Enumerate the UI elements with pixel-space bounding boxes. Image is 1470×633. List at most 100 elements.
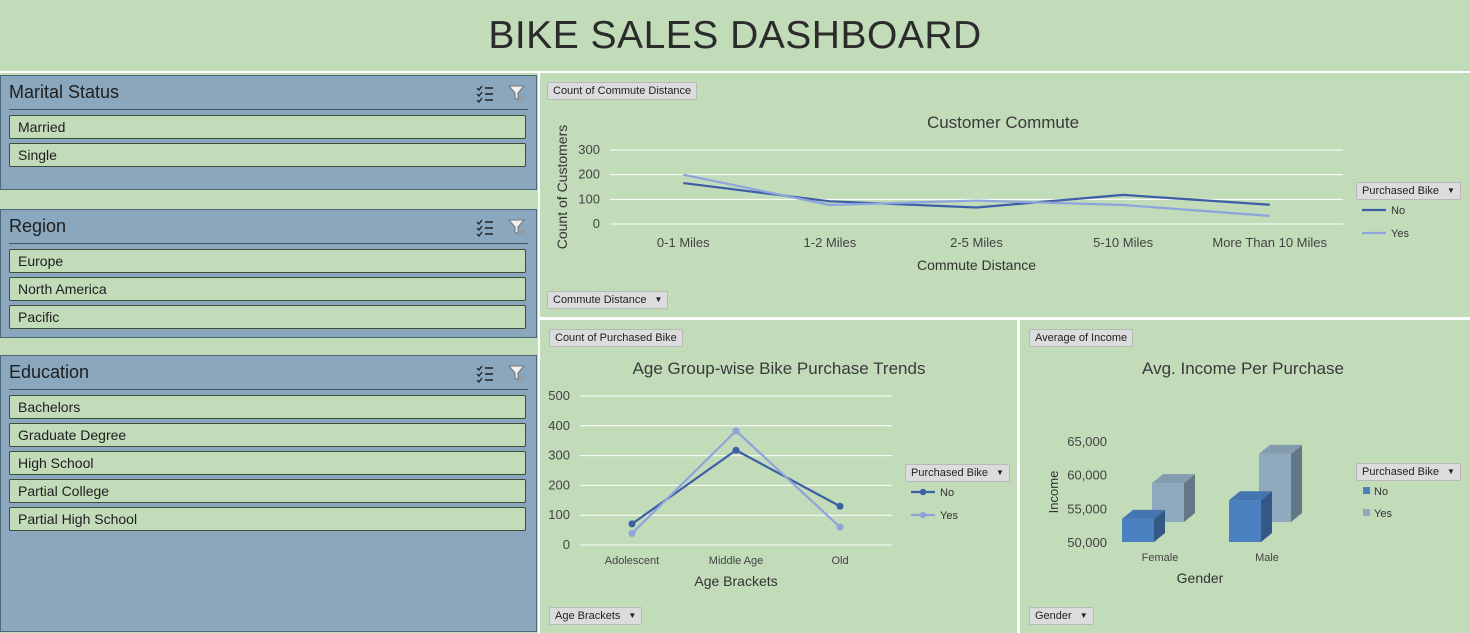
legend-label-yes: Yes xyxy=(1391,228,1409,240)
y-axis-label: Income xyxy=(1046,471,1061,514)
legend-label-no: No xyxy=(1391,205,1405,217)
legend-label-yes: Yes xyxy=(940,510,958,522)
slicer-item-north-america[interactable]: North America xyxy=(9,277,526,301)
x-tick-label: Middle Age xyxy=(709,555,763,567)
x-axis-label: Gender xyxy=(1177,570,1224,586)
axis-field-label: Commute Distance xyxy=(553,294,647,306)
data-point-yes xyxy=(628,529,636,537)
panel-divider xyxy=(1017,320,1020,633)
axis-field-button[interactable]: Age Brackets ▼ xyxy=(549,607,643,625)
x-tick-label: More Than 10 Miles xyxy=(1212,235,1327,250)
y-tick-label: 200 xyxy=(578,167,600,182)
legend-filter-button[interactable]: Purchased Bike ▼ xyxy=(1356,463,1461,481)
income-chart-panel: Average of Income Gender ▼ Purchased Bike… xyxy=(1020,320,1470,633)
panel-divider xyxy=(540,317,1470,320)
y-tick-label: 300 xyxy=(548,448,570,463)
slicer-item-partial-high-school[interactable]: Partial High School xyxy=(9,507,526,531)
slicer-items: Married Single xyxy=(1,110,536,167)
value-field-button[interactable]: Count of Purchased Bike xyxy=(549,329,683,347)
slicer-rule xyxy=(9,389,528,390)
legend-marker-yes xyxy=(919,511,927,519)
panel-divider xyxy=(538,73,540,633)
dropdown-arrow-icon: ▼ xyxy=(996,468,1004,478)
legend-label-no: No xyxy=(1374,486,1388,498)
age-line-chart: Age Group-wise Bike Purchase Trends 0 100 2… xyxy=(548,359,958,589)
slicer-item-married[interactable]: Married xyxy=(9,115,526,139)
slicer-item-single[interactable]: Single xyxy=(9,143,526,167)
slicer-rule xyxy=(9,109,528,110)
x-tick-label: 0-1 Miles xyxy=(657,235,710,250)
bar-no xyxy=(1122,518,1154,542)
data-point-no xyxy=(628,520,636,528)
slicer-item-bachelors[interactable]: Bachelors xyxy=(9,395,526,419)
y-tick-label: 0 xyxy=(563,537,570,552)
slicer-title: Marital Status xyxy=(9,82,120,102)
axis-field-button[interactable]: Gender ▼ xyxy=(1029,607,1094,625)
y-tick-label: 500 xyxy=(548,388,570,403)
dropdown-arrow-icon: ▼ xyxy=(1079,611,1088,621)
slicer-item-partial-college[interactable]: Partial College xyxy=(9,479,526,503)
slicer-item-europe[interactable]: Europe xyxy=(9,249,526,273)
value-field-button[interactable]: Average of Income xyxy=(1029,329,1134,347)
bar-no xyxy=(1229,500,1261,542)
dropdown-arrow-icon: ▼ xyxy=(1447,467,1455,477)
slicer-title: Region xyxy=(9,216,67,236)
multi-select-icon[interactable] xyxy=(475,217,495,237)
y-tick-label: 0 xyxy=(593,216,600,231)
legend-label-no: No xyxy=(940,487,954,499)
clear-filter-icon[interactable] xyxy=(507,83,527,103)
slicer-marital-status: Marital Status Married Single xyxy=(0,75,537,190)
legend-filter-label: Purchased Bike xyxy=(911,467,989,479)
slicer-education: Education Bachelors Graduate Degree High S… xyxy=(0,355,537,632)
x-axis-label: Commute Distance xyxy=(917,257,1036,273)
bar-top-yes xyxy=(1152,474,1195,484)
y-axis-label: Count of Customers xyxy=(554,125,570,250)
chart-title: Customer Commute xyxy=(927,113,1079,132)
axis-field-label: Age Brackets xyxy=(555,610,621,622)
legend-filter-label: Purchased Bike xyxy=(1362,466,1440,478)
income-bar-chart: Avg. Income Per Purchase 50,000 55,000 60,0… xyxy=(1046,359,1392,586)
bar-top-no xyxy=(1229,491,1272,501)
bar-side-no xyxy=(1154,509,1165,542)
dropdown-arrow-icon: ▼ xyxy=(654,295,663,305)
y-tick-label: 300 xyxy=(578,142,600,157)
axis-field-button[interactable]: Commute Distance ▼ xyxy=(547,291,669,309)
value-field-button[interactable]: Count of Commute Distance xyxy=(547,82,698,100)
slicer-items: Europe North America Pacific xyxy=(1,244,536,329)
y-tick-label: 50,000 xyxy=(1067,535,1107,550)
y-tick-label: 65,000 xyxy=(1067,434,1107,449)
legend-marker-no xyxy=(919,488,927,496)
bar-side-yes xyxy=(1291,444,1302,522)
dropdown-arrow-icon: ▼ xyxy=(628,611,637,621)
data-point-yes xyxy=(836,523,844,531)
series-line-no xyxy=(631,449,841,525)
data-point-yes xyxy=(732,427,740,435)
x-tick-label: Adolescent xyxy=(605,555,659,567)
y-tick-label: 100 xyxy=(578,191,600,206)
bar-side-yes xyxy=(1184,474,1195,522)
y-tick-label: 200 xyxy=(548,477,570,492)
legend-label-yes: Yes xyxy=(1374,508,1392,520)
slicer-item-pacific[interactable]: Pacific xyxy=(9,305,526,329)
multi-select-icon[interactable] xyxy=(475,363,495,383)
y-tick-label: 55,000 xyxy=(1067,501,1107,516)
slicer-item-high-school[interactable]: High School xyxy=(9,451,526,475)
multi-select-icon[interactable] xyxy=(475,83,495,103)
legend-swatch-yes xyxy=(1363,509,1370,516)
legend-filter-button[interactable]: Purchased Bike ▼ xyxy=(1356,182,1461,200)
bar-top-yes xyxy=(1259,444,1302,454)
clear-filter-icon[interactable] xyxy=(507,217,527,237)
slicer-item-graduate-degree[interactable]: Graduate Degree xyxy=(9,423,526,447)
legend-swatch-no xyxy=(1363,487,1370,494)
slicer-items: Bachelors Graduate Degree High School Parti… xyxy=(1,390,536,531)
commute-line-chart: Customer Commute 0 100 200 300 0-1 Miles 1-2 M… xyxy=(554,113,1409,273)
age-chart-panel: Count of Purchased Bike Age Brackets ▼ Pu… xyxy=(540,320,1017,633)
legend-filter-button[interactable]: Purchased Bike ▼ xyxy=(905,464,1010,482)
slicer-region: Region Europe North America Pacific xyxy=(0,209,537,338)
x-tick-label: 2-5 Miles xyxy=(950,235,1003,250)
clear-filter-icon[interactable] xyxy=(507,363,527,383)
dashboard-title: BIKE SALES DASHBOARD xyxy=(488,14,982,57)
x-tick-label: Male xyxy=(1255,552,1279,564)
slicer-title: Education xyxy=(9,362,90,382)
data-point-no xyxy=(836,502,844,510)
